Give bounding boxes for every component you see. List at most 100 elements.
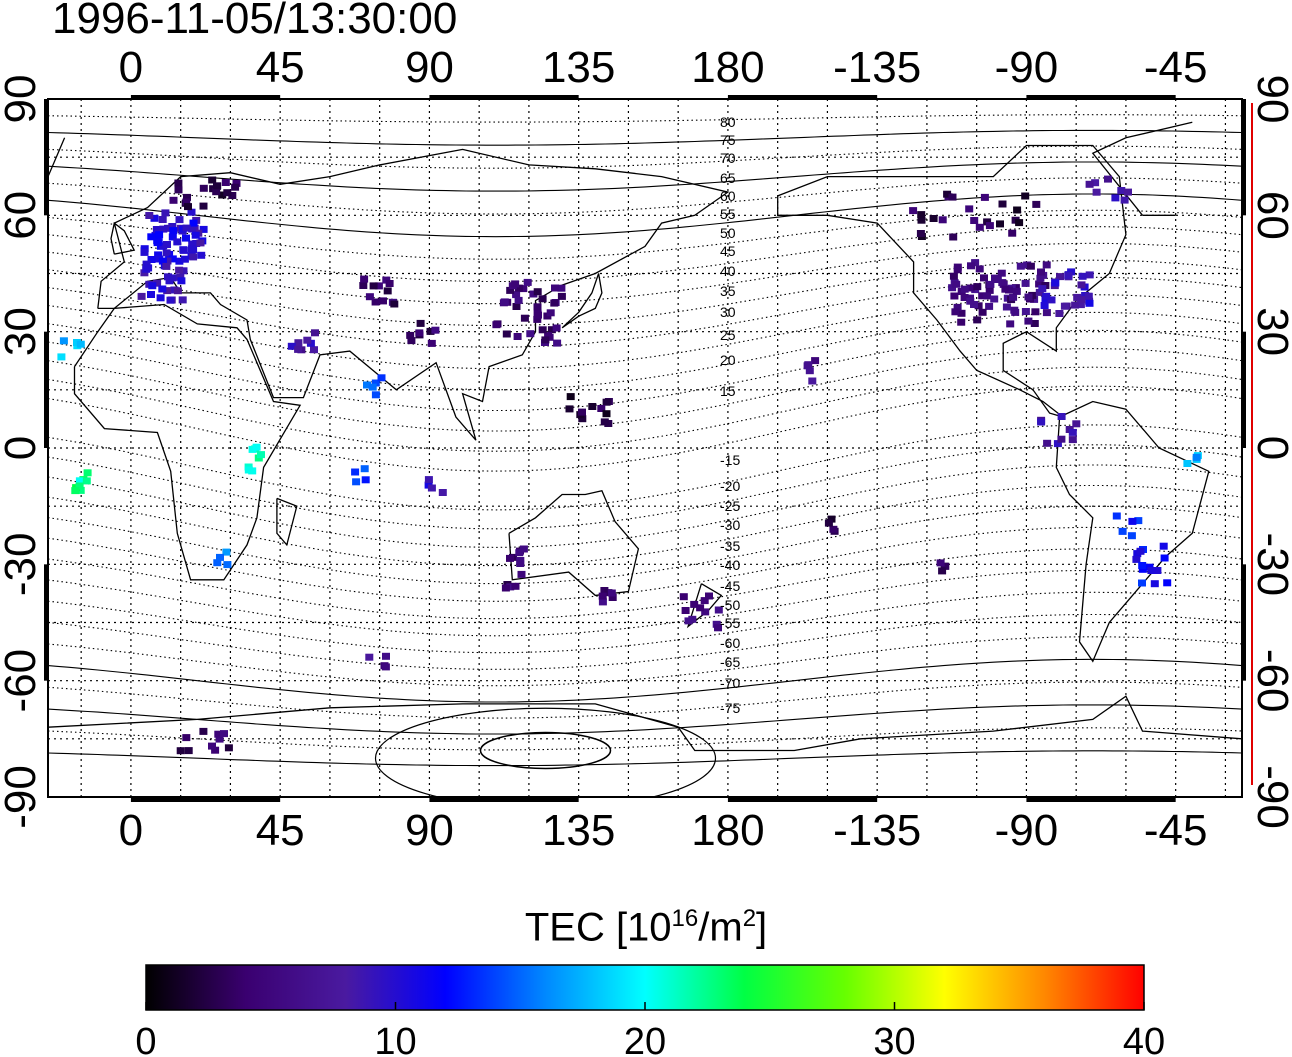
magnetic-contour: [48, 704, 1242, 735]
magnetic-contour: [48, 636, 1242, 687]
tec-point: [985, 302, 994, 310]
tec-point: [1117, 187, 1126, 194]
tec-point: [168, 255, 177, 263]
coastline: [110, 221, 136, 255]
tec-point: [163, 241, 171, 248]
right-lat-tick-label: 0: [1248, 436, 1292, 460]
tec-point: [1011, 284, 1020, 292]
tec-point: [158, 257, 167, 265]
tec-point: [371, 391, 380, 399]
bottom-lon-tick-label: 0: [119, 806, 143, 855]
tec-point: [608, 594, 617, 601]
tec-point: [1056, 273, 1064, 281]
tec-point: [377, 374, 386, 382]
magnetic-contour: [48, 727, 1242, 751]
tec-point: [427, 484, 436, 492]
tec-point: [983, 218, 992, 226]
tec-point: [534, 311, 542, 319]
tec-point: [1038, 285, 1047, 293]
tec-point: [75, 477, 84, 485]
tec-point: [552, 324, 561, 332]
tec-point: [1078, 272, 1087, 280]
tec-point: [365, 653, 374, 661]
tec-point: [1037, 418, 1046, 426]
tec-point: [1085, 299, 1094, 307]
tec-point: [361, 476, 370, 484]
tec-point: [1024, 317, 1033, 325]
magnetic-lat-label: 65: [720, 170, 736, 186]
tec-point: [145, 212, 154, 219]
left-lat-tick-label: -60: [0, 649, 45, 713]
tec-point: [369, 282, 378, 290]
bottom-lon-tick-label: 180: [691, 806, 764, 855]
tec-point: [998, 200, 1007, 208]
tec-point: [351, 468, 360, 476]
tec-point: [212, 188, 221, 196]
coastline: [777, 144, 1127, 418]
tec-point: [520, 314, 529, 322]
lat-lon-grid: [48, 99, 1242, 797]
tec-point: [515, 549, 524, 557]
tec-point: [1085, 180, 1094, 188]
tec-point: [1128, 517, 1137, 525]
tec-point: [174, 186, 183, 194]
left-lat-tick-label: -30: [0, 533, 45, 597]
tec-point: [189, 253, 198, 261]
magnetic-latitude-labels: 80 75 70 65 60 55 50 45 40 35 30 25 20 15 -15 -20 -25 -30…: [720, 114, 740, 716]
tec-point: [1055, 310, 1064, 317]
tec-point: [1013, 206, 1022, 214]
magnetic-contour: [48, 505, 1242, 585]
tec-point: [950, 292, 959, 300]
magnetic-contour: [48, 193, 1242, 238]
tec-point: [360, 275, 369, 283]
bottom-lon-tick-label: 45: [256, 806, 305, 855]
tec-point: [1192, 453, 1201, 461]
tec-point: [1163, 579, 1172, 587]
magnetic-lat-label: -40: [720, 557, 740, 573]
top-axis-bar: [727, 95, 878, 100]
colorbar-title: TEC [1016/m2]: [0, 905, 1292, 950]
tec-point: [1134, 517, 1143, 525]
tec-point: [598, 598, 607, 606]
top-lon-tick-label: 180: [691, 43, 764, 92]
map-title: 1996-11-05/13:30:00: [52, 0, 458, 43]
tec-point: [213, 182, 222, 190]
top-axis-bar: [429, 95, 579, 100]
tec-point: [948, 193, 957, 201]
bottom-lon-tick-label: -45: [1144, 806, 1208, 855]
coastline: [276, 497, 298, 547]
tec-point: [424, 476, 433, 484]
magnetic-lat-label: 50: [720, 225, 736, 241]
tec-point: [252, 443, 261, 451]
coastline: [508, 489, 640, 597]
tec-point: [1068, 436, 1077, 444]
tec-point: [519, 285, 528, 293]
tec-point: [538, 326, 547, 334]
tec-point: [1030, 320, 1039, 327]
tec-point: [1138, 562, 1147, 569]
tec-point: [513, 333, 522, 340]
magnetic-lat-label: 30: [720, 304, 736, 320]
tec-point: [158, 285, 167, 293]
tec-point: [1035, 288, 1044, 296]
tec-point: [1042, 292, 1051, 300]
tec-point: [602, 410, 611, 418]
tec-point: [511, 280, 520, 288]
magnetic-lat-label: -25: [720, 498, 740, 514]
left-lat-tick-label: 30: [0, 307, 45, 356]
tec-point: [941, 562, 950, 570]
magnetic-pole-south-inner: [479, 731, 612, 770]
tec-point: [1021, 308, 1030, 315]
tec-point: [1160, 554, 1169, 562]
magnetic-lat-label: 15: [720, 383, 736, 399]
tec-point: [502, 330, 511, 338]
tec-point: [953, 303, 962, 311]
bottom-axis-bar: [130, 797, 281, 802]
left-lat-tick-label: 0: [0, 436, 45, 460]
top-lon-tick-label: -45: [1144, 43, 1208, 92]
tec-point: [59, 337, 68, 345]
tec-point: [701, 608, 710, 616]
coastline: [561, 273, 603, 329]
tec-point: [163, 287, 172, 295]
tec-point: [565, 405, 574, 413]
